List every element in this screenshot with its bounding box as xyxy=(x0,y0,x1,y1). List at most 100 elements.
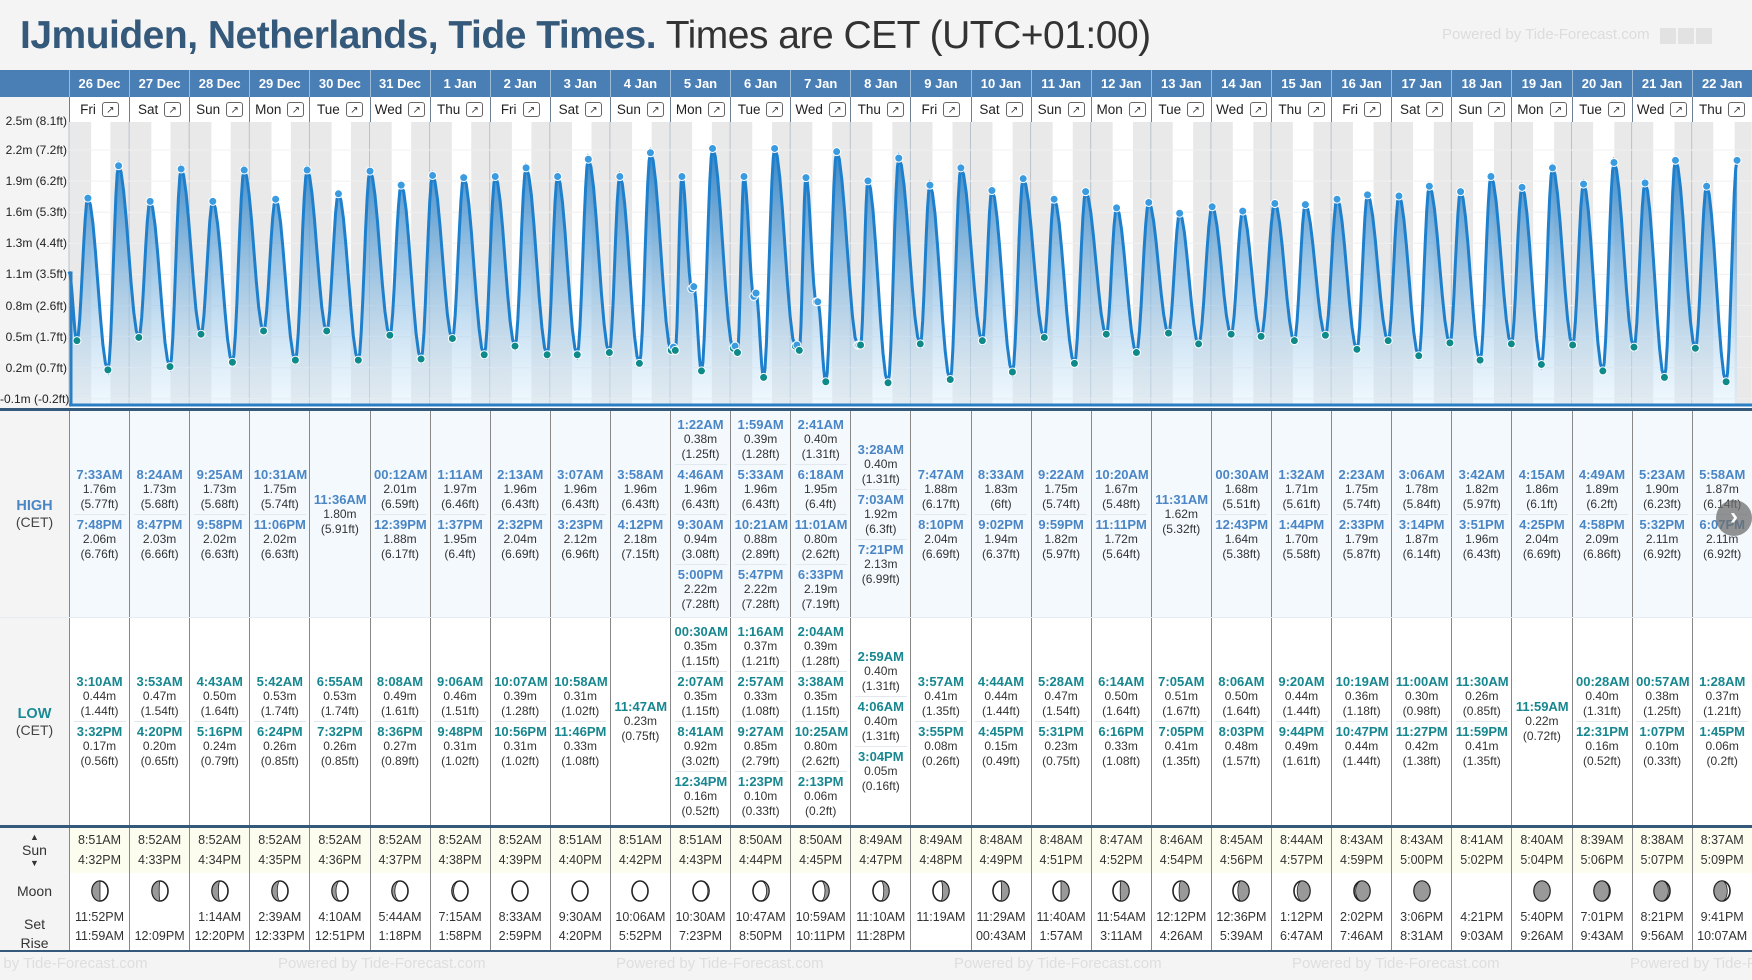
next-page-button[interactable]: › xyxy=(1716,500,1752,536)
expand-day-icon[interactable]: ↗ xyxy=(1187,102,1205,117)
moon-cell: 11:52PM 11:59AM xyxy=(69,873,129,950)
moon-cell: 10:06AM 5:52PM xyxy=(609,873,670,950)
high-tide-height-ft: (3.08ft) xyxy=(681,546,720,561)
low-tide-event: 4:45PM 0.15m (0.49ft) xyxy=(975,721,1027,771)
expand-day-icon[interactable]: ↗ xyxy=(1728,102,1746,117)
sunset-time: 5:09PM xyxy=(1700,853,1744,867)
high-tide-cell: 00:12AM 2.01m (6.59ft) 12:39PM 1.88m (6.17ft) xyxy=(369,411,430,617)
expand-day-icon[interactable]: ↗ xyxy=(466,102,484,117)
low-tide-time: 3:53AM xyxy=(136,674,183,689)
high-tide-time: 2:41AM xyxy=(797,416,844,432)
moonset-time: 12:36PM xyxy=(1216,910,1267,924)
high-tide-height-m: 0.39m xyxy=(743,431,778,446)
low-tide-time: 1:23PM xyxy=(737,774,784,789)
low-tide-cell: 00:57AM 0.38m (1.25ft) 1:07PM 0.10m (0.33ft) xyxy=(1631,618,1692,825)
date-header: 27 Dec xyxy=(129,70,189,97)
low-tide-event: 3:04PM 0.05m (0.16ft) xyxy=(854,746,907,796)
moon-row: Moon Set Rise 11:52PM 11:59AM 12:09PM 1:14A… xyxy=(0,873,1752,952)
expand-day-icon[interactable]: ↗ xyxy=(1426,102,1444,117)
expand-day-icon[interactable]: ↗ xyxy=(226,102,244,117)
moonset-time: 1:12PM xyxy=(1279,910,1324,924)
high-tide-time: 11:01AM xyxy=(794,516,848,532)
low-tide-time: 12:34PM xyxy=(674,774,728,789)
expand-day-icon[interactable]: ↗ xyxy=(522,102,540,117)
high-tide-height-ft: (5.61ft) xyxy=(1282,496,1321,511)
low-tide-time: 3:10AM xyxy=(76,674,123,689)
expand-day-icon[interactable]: ↗ xyxy=(1067,102,1085,117)
low-tide-time: 2:04AM xyxy=(797,624,844,639)
expand-day-icon[interactable]: ↗ xyxy=(886,102,904,117)
high-tide-height-ft: (5.68ft) xyxy=(200,496,239,511)
weekday-header: Mon ↗ xyxy=(1090,97,1151,122)
high-tide-height-m: 1.86m xyxy=(1525,481,1559,496)
weekday-label: Tue xyxy=(1158,102,1182,117)
expand-day-icon[interactable]: ↗ xyxy=(1307,102,1325,117)
sun-times-cell: 8:52AM 4:34PM xyxy=(189,828,249,873)
expand-day-icon[interactable]: ↗ xyxy=(164,102,182,117)
high-tide-time: 11:31AM xyxy=(1155,491,1209,507)
footer-powered-by-text: Powered by Tide-Forecast.com xyxy=(1292,955,1500,972)
expand-day-icon[interactable]: ↗ xyxy=(708,102,726,117)
high-tide-time: 12:39PM xyxy=(374,516,427,532)
high-tide-point xyxy=(751,288,761,298)
expand-day-icon[interactable]: ↗ xyxy=(1488,102,1506,117)
low-tide-height-ft: (1.31ft) xyxy=(861,679,900,693)
expand-day-icon[interactable]: ↗ xyxy=(287,102,305,117)
high-tide-time: 2:23AM xyxy=(1338,466,1385,482)
expand-day-icon[interactable]: ↗ xyxy=(584,102,602,117)
high-tide-event: 2:32PM 2.04m (6.69ft) xyxy=(494,513,547,564)
high-tide-point xyxy=(1207,202,1217,212)
low-tide-point xyxy=(1568,340,1578,350)
high-tide-height-m: 1.88m xyxy=(924,481,958,496)
expand-day-icon[interactable]: ↗ xyxy=(1249,102,1267,117)
moonrise-time: 1:58PM xyxy=(438,929,482,943)
expand-day-icon[interactable]: ↗ xyxy=(766,102,784,117)
moonrise-time: 6:47AM xyxy=(1279,929,1324,943)
high-tide-cell: 2:13AM 1.96m (6.43ft) 2:32PM 2.04m (6.69ft) xyxy=(489,411,550,617)
moon-phase-icon xyxy=(331,880,349,902)
low-tide-point xyxy=(165,362,175,372)
expand-day-icon[interactable]: ↗ xyxy=(101,102,119,117)
high-tide-cell: 8:33AM 1.83m (6ft) 9:02PM 1.94m (6.37ft) xyxy=(970,411,1031,617)
moonset-time: 10:06AM xyxy=(615,910,666,924)
sunset-time: 4:44PM xyxy=(739,853,783,867)
weekday-label: Thu xyxy=(1278,102,1302,117)
high-tide-cell: 1:22AM 0.38m (1.25ft) 4:46AM 1.96m (6.43ft) 9:… xyxy=(670,411,730,617)
high-tide-cell: 9:22AM 1.75m (5.74ft) 9:59PM 1.82m (5.97ft) xyxy=(1030,411,1091,617)
high-tide-time: 10:20AM xyxy=(1095,466,1149,482)
sunrise-time: 8:43AM xyxy=(1340,833,1384,847)
sun-times-cell: 8:47AM 4:52PM xyxy=(1090,828,1151,873)
low-tide-height-ft: (1.74ft) xyxy=(260,704,299,718)
sun-times-cell: 8:52AM 4:35PM xyxy=(249,828,309,873)
moon-cell: 7:01PM 9:43AM xyxy=(1571,873,1632,950)
high-tide-height-m: 0.38m xyxy=(683,431,718,446)
expand-day-icon[interactable]: ↗ xyxy=(345,102,363,117)
expand-day-icon[interactable]: ↗ xyxy=(646,102,664,117)
expand-day-icon[interactable]: ↗ xyxy=(1670,102,1688,117)
low-tide-height-m: 0.39m xyxy=(804,639,838,653)
low-tide-time: 7:05AM xyxy=(1158,674,1205,689)
expand-day-icon[interactable]: ↗ xyxy=(1363,102,1381,117)
sunset-time: 5:07PM xyxy=(1640,853,1684,867)
expand-day-icon[interactable]: ↗ xyxy=(943,102,961,117)
expand-day-icon[interactable]: ↗ xyxy=(1005,102,1023,117)
moon-phase-icon xyxy=(210,880,229,902)
low-tide-height-m: 0.40m xyxy=(864,714,898,728)
low-tide-height-ft: (0.26ft) xyxy=(921,754,960,768)
low-tide-height-m: 0.50m xyxy=(203,689,237,703)
expand-day-icon[interactable]: ↗ xyxy=(1128,102,1146,117)
high-tide-height-m: 2.11m xyxy=(1645,531,1679,546)
high-tide-height-m: 1.79m xyxy=(1344,531,1379,546)
expand-day-icon[interactable]: ↗ xyxy=(408,102,426,117)
expand-day-icon[interactable]: ↗ xyxy=(828,102,846,117)
low-tide-time: 5:16PM xyxy=(196,724,243,739)
powered-by-link[interactable]: Powered by Tide-Forecast.com xyxy=(1442,26,1714,44)
moonrise-time: 4:20PM xyxy=(558,929,602,943)
low-tide-point xyxy=(759,372,769,382)
expand-day-icon[interactable]: ↗ xyxy=(1607,102,1625,117)
moonset-time: 7:15AM xyxy=(438,910,482,924)
moonset-label: Set xyxy=(23,916,45,932)
low-tide-event: 1:28AM 0.37m (1.21ft) xyxy=(1696,672,1748,721)
expand-day-icon[interactable]: ↗ xyxy=(1549,102,1567,117)
moonset-time: 3:06PM xyxy=(1400,910,1444,924)
